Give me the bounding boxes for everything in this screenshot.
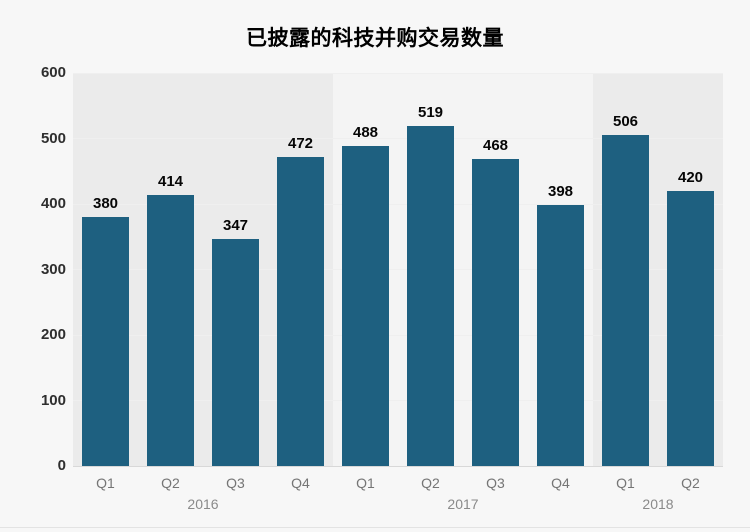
bar-Q1-0	[82, 217, 129, 466]
x-tick-label: Q4	[291, 475, 310, 491]
bar-Q2-9	[667, 191, 714, 466]
bar-value-label: 398	[547, 183, 574, 200]
bar-Q1-4	[342, 146, 389, 466]
y-tick-label-300: 300	[40, 260, 66, 278]
bar-Q3-2	[212, 239, 259, 466]
bar-Q4-7	[537, 205, 584, 466]
x-tick-label: Q1	[96, 475, 115, 491]
gridline-100	[73, 400, 723, 401]
bar-value-label: 420	[677, 169, 704, 186]
gridline-600	[73, 72, 723, 74]
bar-value-label: 347	[222, 217, 249, 234]
x-tick-label: Q4	[551, 475, 570, 491]
y-tick-label-600: 600	[40, 64, 66, 81]
x-axis-line	[73, 466, 723, 467]
x-tick-label: Q2	[681, 475, 700, 491]
bar-value-label: 506	[612, 113, 639, 130]
bar-value-label: 488	[352, 124, 379, 141]
year-label-2016: 2016	[187, 496, 219, 512]
gridline-500	[73, 138, 723, 139]
y-tick-label-0: 0	[57, 457, 66, 474]
year-label-2018: 2018	[642, 496, 674, 512]
x-tick-label: Q2	[421, 475, 440, 491]
chart-title: 已披露的科技并购交易数量	[246, 27, 504, 50]
bar-value-label: 468	[482, 137, 509, 154]
bar-Q1-8	[602, 135, 649, 466]
x-tick-label: Q2	[161, 475, 180, 491]
bar-value-label: 414	[157, 173, 184, 190]
gridline-200	[73, 334, 723, 336]
bar-value-label: 472	[287, 135, 314, 152]
x-tick-label: Q1	[356, 475, 375, 491]
y-tick-label-200: 200	[40, 326, 66, 343]
bar-Q2-1	[147, 195, 194, 466]
year-label-2017: 2017	[447, 496, 479, 512]
y-tick-label-400: 400	[40, 195, 66, 212]
bar-value-label: 380	[92, 195, 119, 212]
bar-Q4-3	[277, 157, 324, 466]
y-tick-label-100: 100	[40, 391, 66, 409]
bottom-divider	[0, 527, 750, 528]
x-tick-label: Q3	[486, 475, 505, 491]
gridline-300	[73, 269, 723, 270]
x-tick-label: Q3	[226, 475, 245, 491]
y-tick-label-500: 500	[40, 129, 66, 147]
bar-value-label: 519	[417, 104, 444, 121]
x-tick-label: Q1	[616, 475, 635, 491]
bar-Q2-5	[407, 126, 454, 466]
bar-Q3-6	[472, 159, 519, 466]
gridline-400	[73, 203, 723, 205]
